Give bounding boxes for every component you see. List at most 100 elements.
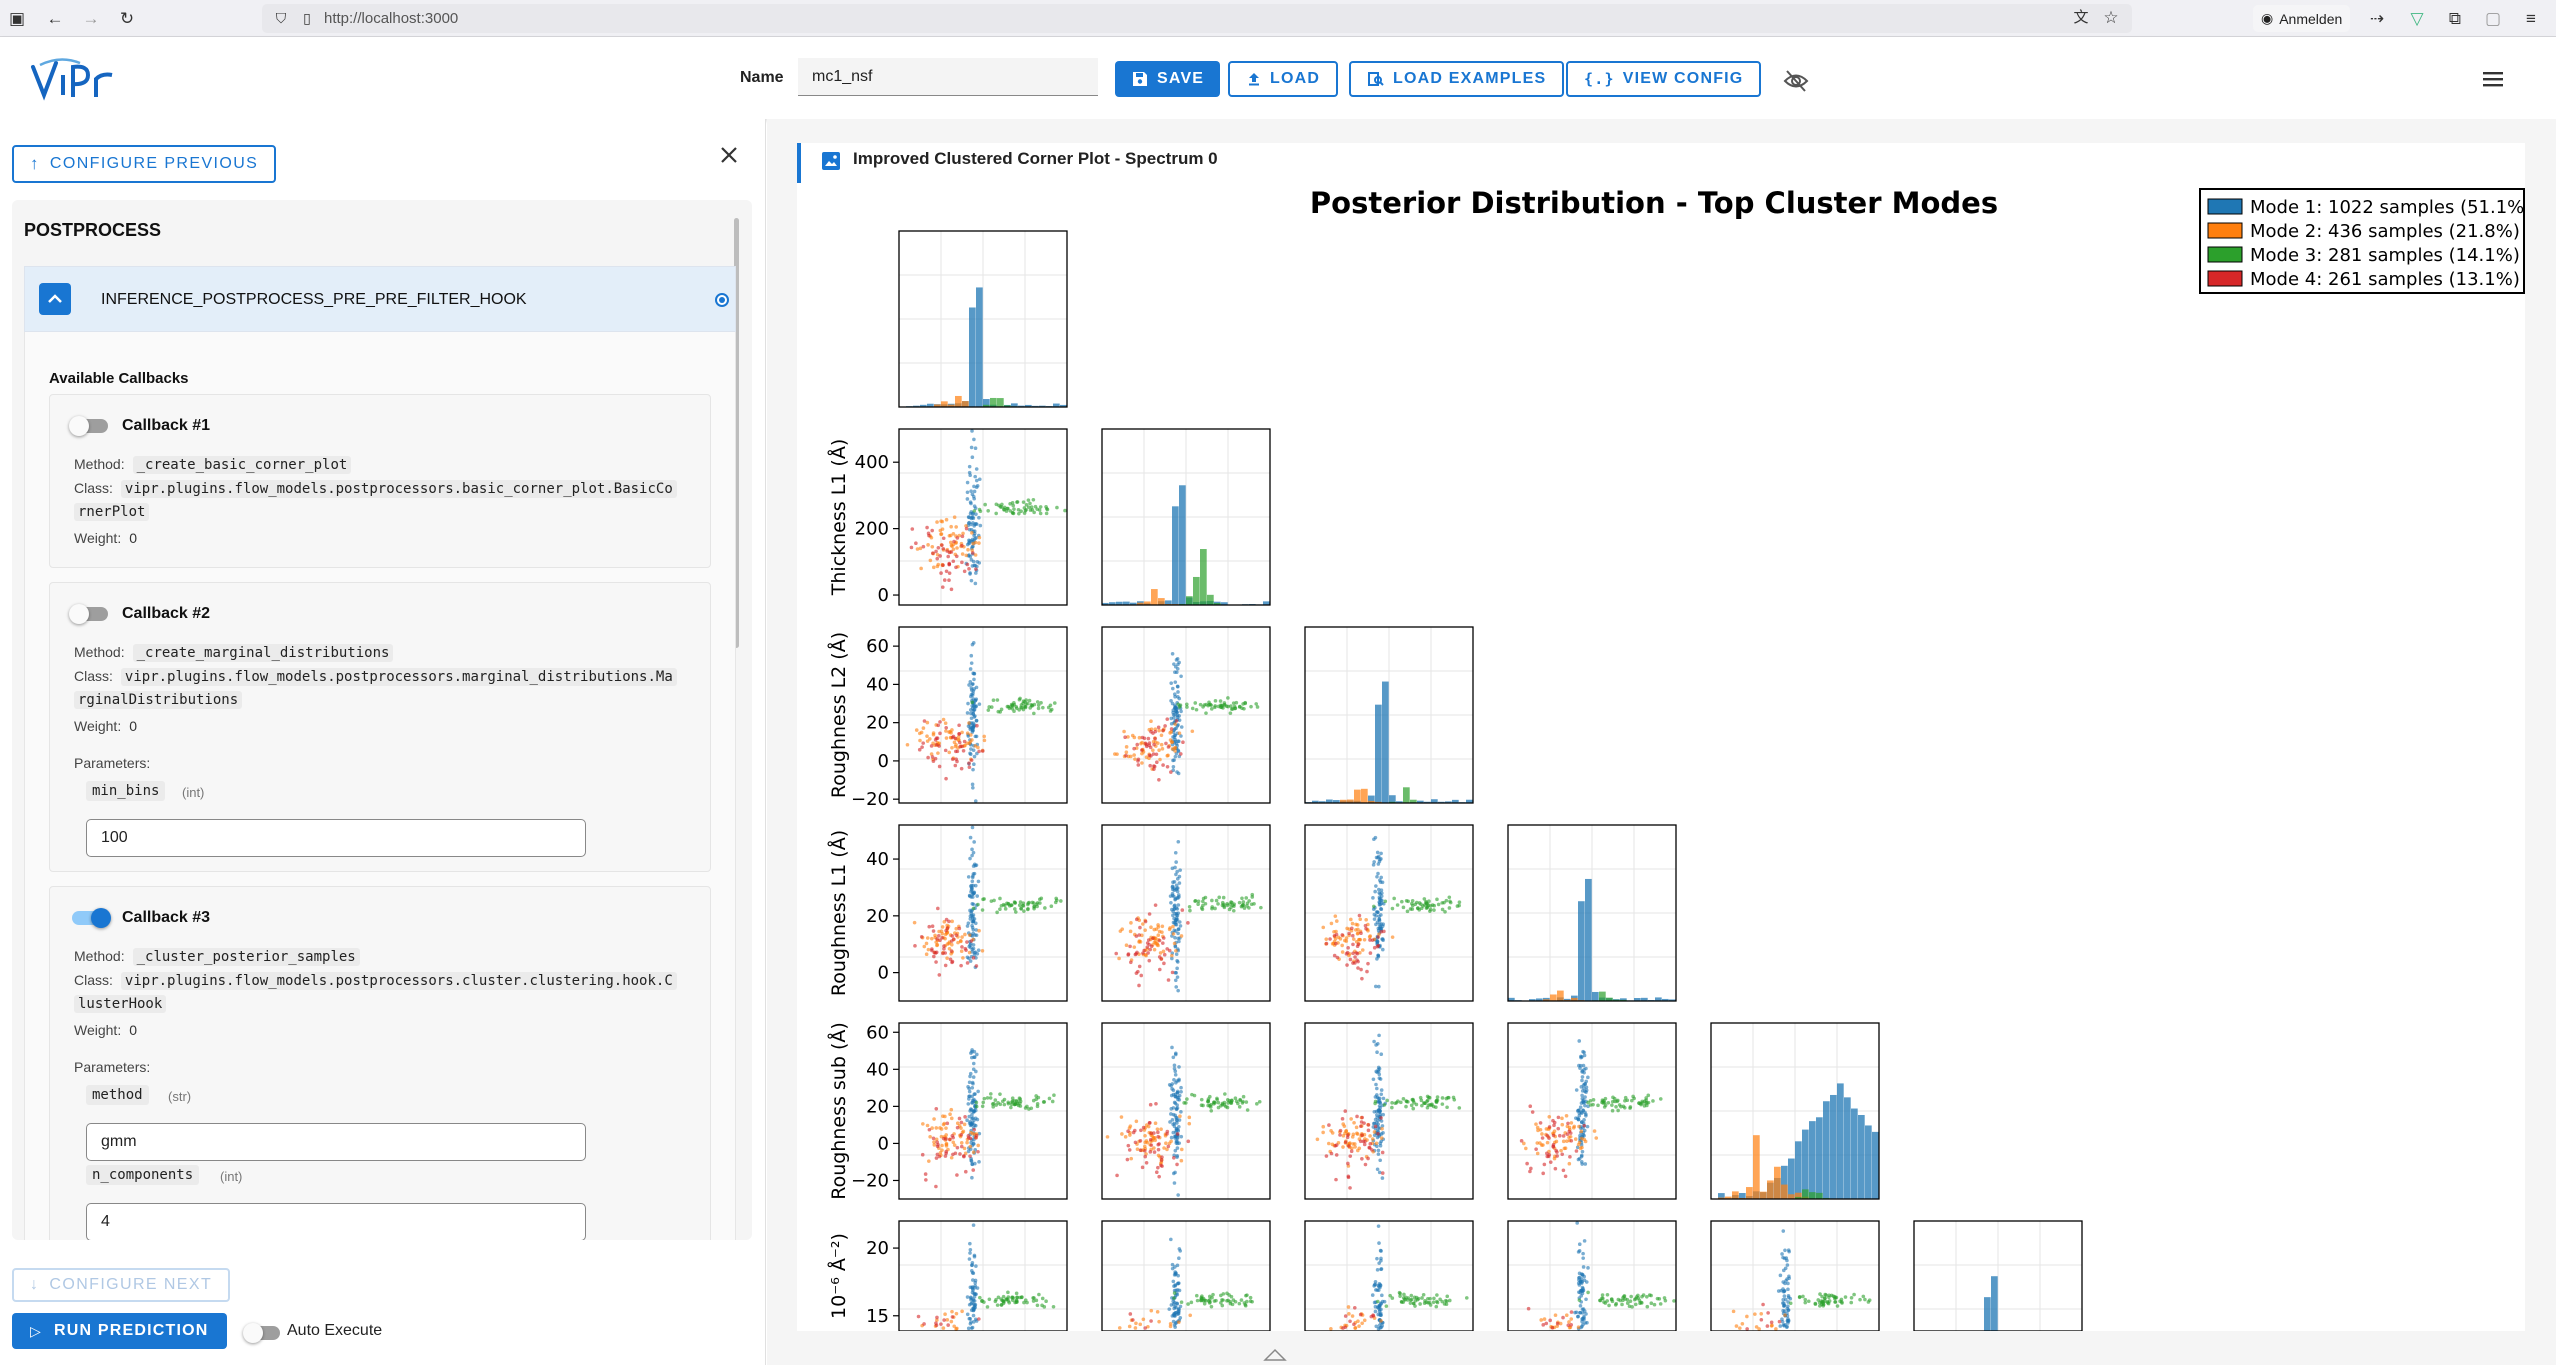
scatter-point [1017,511,1021,516]
scatter-point [959,963,963,968]
configure-previous-button[interactable]: ↑ CONFIGURE PREVIOUS [12,145,277,183]
bookmark-star-icon[interactable]: ☆ [2103,8,2119,27]
scrollbar[interactable] [734,218,739,648]
scatter-point [1583,1139,1588,1144]
scatter-point [1414,1102,1419,1107]
address-bar[interactable]: ⛉ ▯ http://localhost:3000 文 ☆ [262,4,2132,33]
scatter-point [1553,1313,1558,1318]
save-button[interactable]: SAVE [1115,61,1221,97]
scatter-point [1623,1098,1627,1103]
scatter-point [1137,983,1141,988]
hook-accordion-header[interactable]: INFERENCE_POSTPROCESS_PRE_PRE_FILTER_HOO… [24,266,736,332]
scatter-point [1400,899,1404,904]
account-button[interactable]: ◉ Anmelden [2253,5,2351,32]
image-icon [822,152,840,170]
shield-icon[interactable]: ⛉ [275,10,287,26]
scatter-point [1567,1161,1572,1166]
browser-sidebar-icon[interactable]: ▣ [8,9,26,28]
scatter-point [959,949,964,954]
scatter-point [1788,1301,1793,1306]
scatter-point [1610,1108,1615,1113]
run-prediction-button[interactable]: ▷ RUN PREDICTION [12,1313,227,1349]
translate-icon[interactable]: 文 [2073,9,2089,26]
back-icon[interactable]: ← [46,9,64,28]
scatter-point [969,889,973,894]
scatter-point [948,729,952,734]
reload-icon[interactable]: ↻ [119,9,135,28]
callback-2-toggle[interactable] [69,604,108,624]
scatter-point [971,1313,976,1318]
scatter-point [1376,910,1380,915]
scatter-point [1194,1293,1199,1298]
scatter-point [1169,716,1174,721]
load-button[interactable]: LOAD [1228,61,1339,97]
scatter-point [1334,919,1339,923]
extension-arrow-icon[interactable]: ⇢ [2369,9,2385,28]
scatter-point [931,929,936,933]
scatter-point [967,761,971,765]
hamburger-menu-icon[interactable] [2480,67,2506,91]
scatter-point [1583,1162,1588,1166]
page-info-icon[interactable]: ▯ [303,10,311,26]
scatter-panel [1710,1220,1880,1331]
scatter-point [1002,1102,1007,1107]
scatter-point [1611,1095,1615,1100]
scatter-point [1172,1291,1177,1295]
scatter-point [1126,735,1130,739]
scatter-point [1212,1100,1216,1105]
scatter-point [1561,1134,1566,1138]
browser-menu-icon[interactable]: ≡ [2526,9,2536,28]
scatter-point [995,698,1000,702]
close-icon[interactable] [716,142,742,168]
name-input[interactable] [798,58,1098,96]
scatter-point [1021,901,1026,905]
min-bins-input[interactable]: 100 [86,819,586,857]
visibility-off-icon[interactable] [1782,67,1810,95]
bottom-drawer-icon[interactable] [1262,1346,1288,1362]
extensions-icon[interactable]: ⧉ [2448,9,2462,28]
row-axis-label: Roughness L1 (Å) [827,830,850,996]
scatter-point [1120,1132,1124,1136]
scatter-point [994,511,998,516]
hook-active-radio[interactable] [715,293,729,307]
scatter-point [1177,731,1182,735]
scatter-point [1577,1063,1581,1068]
scatter-point [1159,742,1164,747]
callback-1-toggle[interactable] [69,416,108,436]
auto-execute-toggle[interactable] [243,1323,280,1343]
scatter-point [1616,1297,1621,1302]
scatter-panel [1101,1220,1271,1331]
chevron-up-icon[interactable] [39,283,71,315]
callback-3-toggle[interactable] [72,908,111,928]
scatter-point [1585,1124,1590,1129]
scatter-point [942,1121,947,1126]
scatter-point [931,732,936,737]
method-input[interactable]: gmm [86,1123,586,1161]
scatter-point [1370,1148,1374,1152]
scatter-point [1030,900,1035,905]
configure-next-button[interactable]: ↓ CONFIGURE NEXT [12,1268,231,1302]
scatter-point [965,1312,970,1317]
scatter-point [1769,1320,1774,1325]
forward-icon[interactable]: → [82,9,100,28]
vue-devtools-icon[interactable]: ▽ [2410,9,2424,28]
scatter-point [1176,927,1181,932]
n-components-input[interactable]: 4 [86,1203,586,1240]
scatter-point [1858,1297,1862,1302]
scatter-point [1134,934,1139,938]
scatter-point [971,919,976,923]
load-examples-button[interactable]: LOAD EXAMPLES [1349,61,1565,97]
vipr-logo[interactable] [30,57,120,103]
scatter-point [934,950,939,955]
scatter-point [941,536,946,541]
scatter-point [939,929,944,933]
scatter-point [1218,699,1223,703]
scatter-point [1334,1153,1339,1157]
scatter-point [1574,1310,1579,1315]
view-config-button[interactable]: {.} VIEW CONFIG [1566,61,1762,97]
reader-icon[interactable]: ▢ [2484,9,2502,28]
scatter-point [969,747,973,751]
url-text[interactable]: http://localhost:3000 [324,10,459,27]
scatter-point [1366,1128,1371,1133]
histogram-bar [1410,799,1417,803]
